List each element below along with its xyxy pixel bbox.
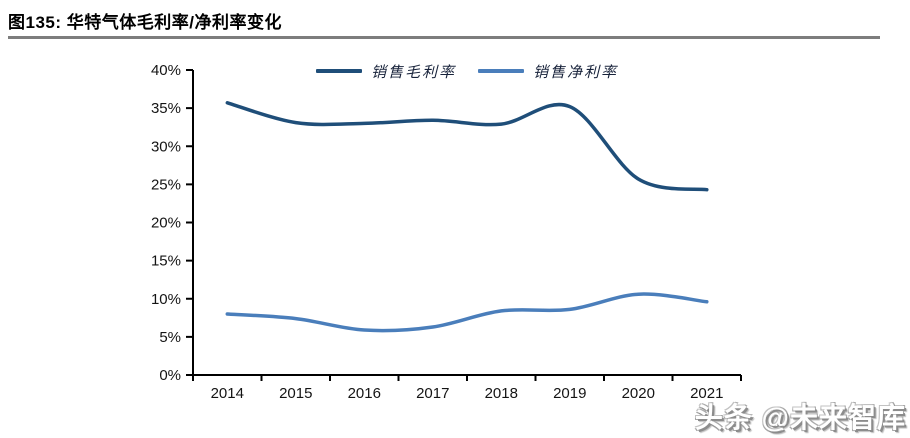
net-margin-line-swatch (478, 69, 524, 73)
x-tick-label: 2018 (485, 385, 518, 402)
legend-label-gross-margin: 销售毛利率 (370, 64, 456, 81)
y-tick-label: 5% (159, 329, 181, 346)
x-tick-label: 2021 (690, 385, 723, 402)
series-line (225, 101, 709, 192)
y-tick-label: 25% (151, 176, 181, 193)
figure-title: 图135: 华特气体毛利率/净利率变化 (8, 13, 282, 32)
x-tick-label: 2014 (211, 385, 244, 402)
y-tick-label: 0% (159, 367, 181, 384)
x-tick-label: 2019 (553, 385, 586, 402)
x-tick-label: 2020 (622, 385, 655, 402)
x-tick-label: 2017 (416, 385, 449, 402)
legend-item-gross-margin: 销售毛利率 (315, 61, 456, 82)
y-tick-label: 10% (151, 291, 181, 308)
y-tick-label: 15% (151, 253, 181, 270)
legend-label-net-margin: 销售净利率 (533, 64, 619, 81)
gross-margin-line-swatch (315, 69, 362, 73)
watermark: 头条 @未来智库 (694, 402, 906, 433)
header-divider (8, 36, 880, 39)
legend-item-net-margin: 销售净利率 (478, 61, 618, 82)
x-tick-label: 2015 (279, 385, 312, 402)
y-tick-label: 30% (151, 138, 181, 155)
chart-legend: 销售毛利率 销售净利率 (193, 61, 741, 81)
y-tick-label: 35% (151, 100, 181, 117)
series-line (225, 292, 709, 333)
y-tick-label: 40% (151, 62, 181, 79)
x-tick-label: 2016 (348, 385, 381, 402)
figure-header: 图135: 华特气体毛利率/净利率变化 (8, 8, 902, 33)
y-tick-label: 20% (151, 215, 181, 232)
